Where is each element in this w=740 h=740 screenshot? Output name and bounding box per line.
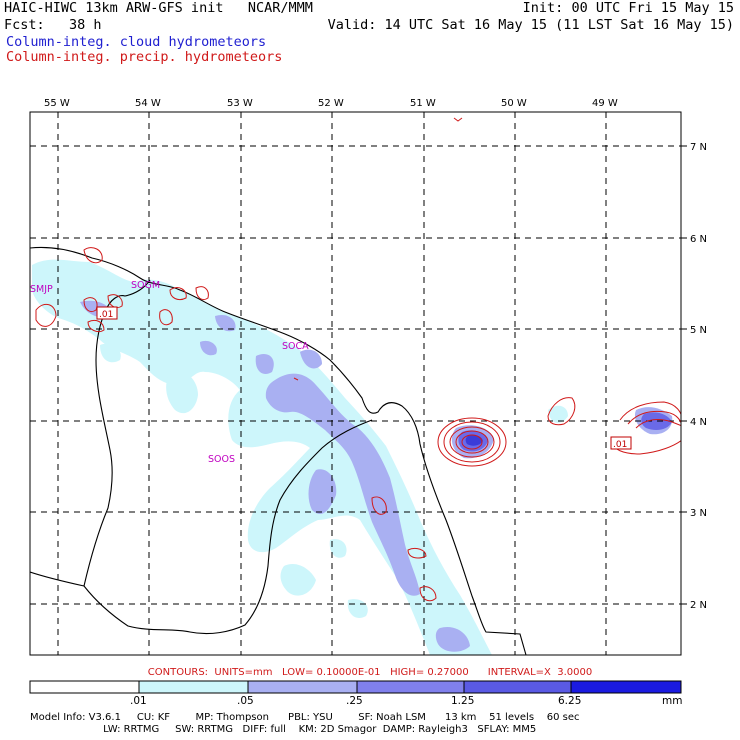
precip-contours [35, 117, 681, 602]
lat-lon-grid [30, 112, 681, 655]
colorbar-value: .01 [130, 695, 147, 707]
lon-label: 51 W [410, 98, 436, 109]
contour-label-group: .01 .01 [96, 306, 632, 450]
lon-label: 50 W [501, 98, 527, 109]
lon-label: 55 W [44, 98, 70, 109]
colorbar [29, 680, 682, 694]
colorbar-value: .25 [346, 695, 363, 707]
lat-label: 4 N [690, 417, 707, 428]
lon-label: 52 W [318, 98, 344, 109]
lat-label: 6 N [690, 234, 707, 245]
station-label: SOOS [208, 454, 235, 465]
station-label: SOCA [282, 341, 309, 352]
coastline [30, 246, 527, 655]
init-time: Init: 00 UTC Fri 15 May 15 [522, 0, 734, 16]
lon-label: 54 W [135, 98, 161, 109]
cloud-hydrometeor-field [32, 259, 673, 655]
station-label: SMJP [30, 284, 53, 295]
legend-precip-hydrometeors: Column-integ. precip. hydrometeors [6, 49, 283, 65]
lon-label: 53 W [227, 98, 253, 109]
lat-label: 2 N [690, 600, 707, 611]
map-frame [29, 111, 682, 656]
forecast-hour: Fcst: 38 h [4, 17, 102, 33]
lat-label: 7 N [690, 142, 707, 153]
valid-time: Valid: 14 UTC Sat 16 May 15 (11 LST Sat … [327, 17, 734, 33]
lat-label: 5 N [690, 325, 707, 336]
colorbar-value: 1.25 [451, 695, 475, 707]
colorbar-value: .05 [237, 695, 254, 707]
legend-cloud-hydrometeors: Column-integ. cloud hydrometeors [6, 34, 267, 50]
contour-label: .01 [99, 310, 113, 320]
model-info-line1: Model Info: V3.6.1 CU: KF MP: Thompson P… [30, 712, 580, 723]
station-label: SOGM [131, 280, 160, 291]
contour-label: .01 [613, 440, 627, 450]
colorbar-unit: mm [662, 695, 683, 707]
colorbar-value: 6.25 [558, 695, 582, 707]
contours-info: CONTOURS: UNITS=mm LOW= 0.10000E-01 HIGH… [147, 667, 593, 678]
lat-label: 3 N [690, 508, 707, 519]
lon-label: 49 W [592, 98, 618, 109]
model-info-line2: LW: RRTMG SW: RRTMG DIFF: full KM: 2D Sm… [30, 724, 537, 735]
plot-title: HAIC-HIWC 13km ARW-GFS init NCAR/MMM [4, 0, 313, 16]
